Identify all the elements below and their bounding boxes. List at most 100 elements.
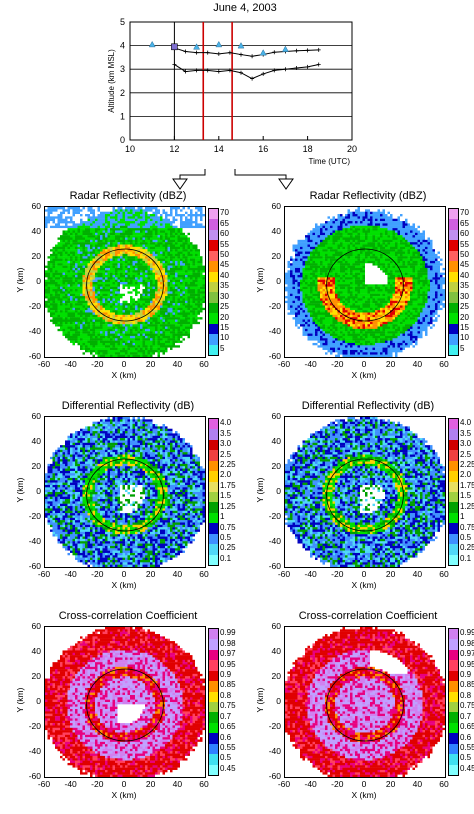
field-cell (122, 340, 126, 344)
field-cell (302, 324, 306, 327)
field-cell (310, 260, 313, 264)
field-cell (70, 237, 73, 241)
field-cell (105, 223, 108, 226)
field-cell (147, 279, 151, 283)
field-cell (135, 274, 138, 278)
field-cell (185, 282, 188, 285)
field-cell (50, 293, 53, 297)
field-cell (170, 270, 173, 273)
field-cell (195, 260, 198, 264)
field-cell (195, 298, 198, 301)
field-cell (287, 335, 291, 339)
field-cell (302, 209, 306, 212)
field-cell (187, 272, 191, 276)
field-cell (162, 328, 166, 332)
field-cell (67, 324, 71, 327)
field-cell (95, 314, 98, 318)
field-cell (55, 326, 58, 330)
field-cell (155, 312, 158, 316)
field-cell (45, 237, 48, 241)
field-cell (67, 307, 71, 311)
series-point (205, 50, 210, 55)
field-cell (290, 282, 293, 285)
field-cell (160, 270, 163, 273)
field-cell (300, 284, 303, 287)
field-cell (172, 345, 176, 348)
field-cell (310, 310, 313, 313)
field-cell (125, 307, 128, 311)
field-cell (165, 324, 168, 327)
field-cell (137, 284, 141, 287)
field-cell (305, 270, 308, 273)
field-cell (162, 317, 166, 320)
field-cell (202, 347, 205, 351)
field-cell (72, 242, 76, 245)
field-cell (310, 279, 313, 283)
field-cell (300, 335, 303, 339)
field-cell (157, 211, 161, 215)
field-cell (115, 209, 118, 212)
field-cell (95, 207, 98, 210)
field-cell (50, 242, 53, 245)
field-cell (87, 249, 91, 252)
field-cell (70, 267, 73, 271)
field-cell (150, 342, 153, 346)
field-cell (50, 328, 53, 332)
field-cell (122, 265, 126, 269)
field-cell (185, 279, 188, 283)
field-cell (292, 324, 296, 327)
field-cell (157, 347, 161, 351)
field-cell (62, 298, 66, 301)
field-cell (287, 270, 291, 273)
field-cell (197, 328, 201, 332)
field-cell (65, 260, 68, 264)
field-cell (105, 246, 108, 250)
field-cell (182, 279, 186, 283)
field-cell (77, 324, 81, 327)
field-cell (80, 207, 83, 210)
field-cell (117, 237, 121, 241)
field-cell (190, 321, 193, 325)
field-cell (167, 232, 171, 236)
field-cell (72, 218, 76, 222)
field-cell (130, 335, 133, 339)
field-cell (87, 221, 91, 224)
field-cell (287, 321, 291, 325)
field-cell (75, 207, 78, 210)
field-cell (57, 314, 61, 318)
field-cell (65, 211, 68, 215)
field-cell (120, 209, 123, 212)
field-cell (122, 326, 126, 330)
field-cell (52, 286, 56, 290)
field-cell (107, 324, 111, 327)
field-cell (57, 274, 61, 278)
field-cell (122, 300, 126, 304)
field-cell (177, 279, 181, 283)
field-cell (132, 286, 136, 290)
field-cell (87, 310, 91, 313)
field-cell (172, 265, 176, 269)
field-cell (180, 349, 183, 353)
field-cell (165, 293, 168, 297)
field-cell (52, 352, 56, 355)
field-cell (302, 237, 306, 241)
field-cell (127, 225, 131, 229)
field-cell (192, 335, 196, 339)
field-cell (195, 207, 198, 210)
field-cell (85, 237, 88, 241)
field-cell (55, 317, 58, 320)
field-cell (92, 239, 96, 243)
field-cell (292, 296, 296, 299)
field-cell (122, 312, 126, 316)
field-cell (152, 342, 156, 346)
field-cell (200, 277, 203, 280)
field-cell (110, 256, 113, 259)
field-cell (182, 349, 186, 353)
field-cell (90, 345, 93, 348)
field-cell (167, 251, 171, 255)
field-cell (62, 244, 66, 248)
field-cell (60, 207, 63, 210)
field-cell (175, 338, 178, 341)
field-cell (45, 223, 48, 226)
field-cell (130, 342, 133, 346)
